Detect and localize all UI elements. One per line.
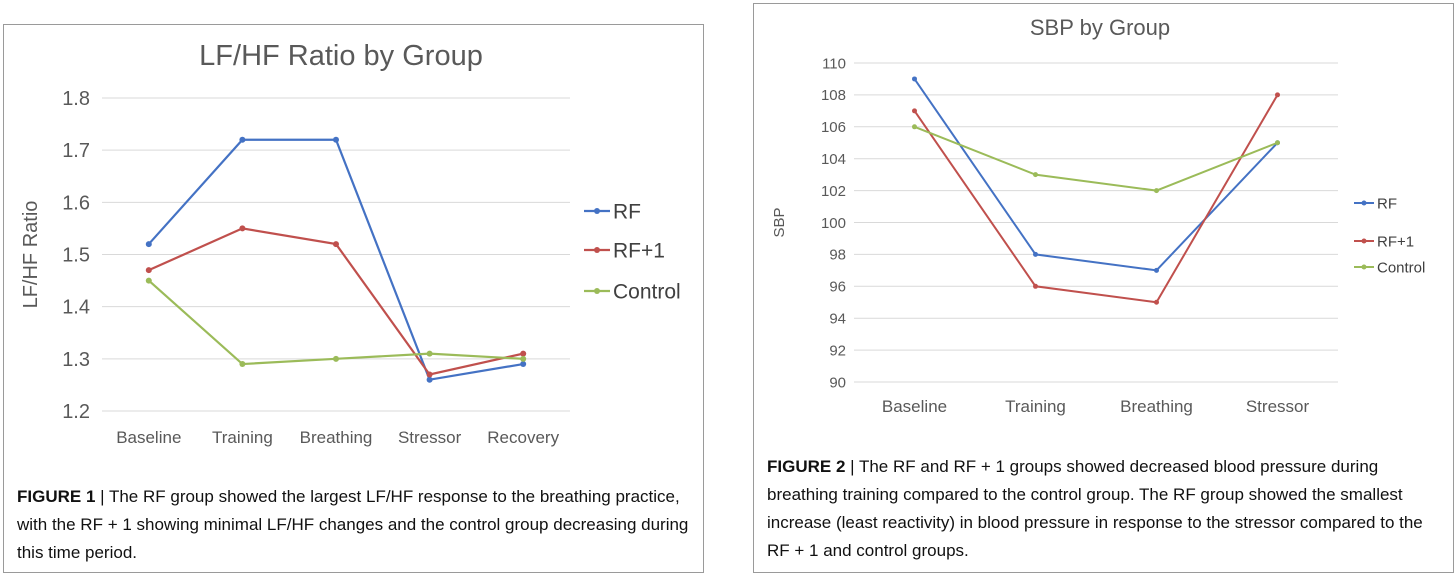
data-point bbox=[520, 350, 527, 357]
figure-2-text: | The RF and RF + 1 groups showed decrea… bbox=[767, 457, 1423, 560]
lfhf-chart: LF/HF Ratio by Group 1.2 1.3 1.4 1.5 1.6 1.7 1.… bbox=[20, 40, 681, 447]
data-point bbox=[1033, 251, 1038, 257]
data-point bbox=[145, 277, 152, 284]
series-line-control bbox=[914, 125, 1278, 192]
data-point bbox=[1154, 188, 1159, 194]
data-point bbox=[1275, 92, 1280, 98]
data-point bbox=[239, 361, 246, 368]
data-point bbox=[912, 76, 917, 82]
data-point bbox=[520, 355, 527, 362]
figure-2-label: FIGURE 2 bbox=[767, 457, 846, 476]
y-tick-label: 1.4 bbox=[62, 297, 90, 319]
x-category-label: Breathing bbox=[300, 428, 373, 447]
data-point bbox=[1154, 299, 1159, 305]
figure-1-label: FIGURE 1 bbox=[17, 487, 96, 506]
data-point bbox=[239, 225, 246, 232]
series-line-rf bbox=[147, 138, 524, 381]
data-point bbox=[912, 108, 917, 114]
data-point bbox=[912, 124, 917, 130]
legend-marker bbox=[594, 208, 600, 214]
x-category-label: Recovery bbox=[487, 428, 559, 447]
y-tick-label: 1.6 bbox=[62, 192, 90, 214]
y-tick-label: 1.8 bbox=[62, 88, 90, 110]
chart-title: LF/HF Ratio by Group bbox=[199, 40, 483, 72]
y-axis-label: LF/HF Ratio bbox=[20, 201, 42, 309]
data-point bbox=[333, 355, 339, 362]
data-point bbox=[145, 267, 152, 274]
x-category-label: Baseline bbox=[116, 428, 181, 447]
data-point bbox=[1154, 267, 1159, 273]
y-axis-label: SBP bbox=[771, 207, 788, 237]
legend-label: RF bbox=[613, 200, 641, 223]
legend-marker bbox=[594, 247, 600, 253]
data-point bbox=[1033, 172, 1038, 178]
data-point bbox=[520, 361, 527, 368]
legend-label: Control bbox=[1377, 259, 1425, 276]
data-point bbox=[426, 376, 433, 383]
y-tick-label: 108 bbox=[821, 87, 846, 104]
legend-label: Control bbox=[613, 280, 681, 303]
y-tick-label: 1.3 bbox=[62, 349, 90, 371]
data-point bbox=[426, 350, 433, 357]
figure-1-caption: FIGURE 1 | The RF group showed the large… bbox=[17, 483, 697, 567]
x-category-label: Training bbox=[212, 428, 273, 447]
legend-label: RF bbox=[1377, 195, 1397, 212]
y-tick-label: 98 bbox=[829, 247, 846, 264]
legend-marker bbox=[594, 288, 600, 294]
x-category-label: Training bbox=[1005, 397, 1066, 416]
y-tick-label: 102 bbox=[821, 183, 846, 200]
series-line-control bbox=[148, 279, 524, 366]
series-line-rf-1 bbox=[913, 94, 1279, 304]
y-tick-label: 1.2 bbox=[62, 401, 90, 423]
data-point bbox=[1275, 140, 1280, 146]
y-tick-label: 90 bbox=[829, 374, 846, 391]
x-category-label: Stressor bbox=[1246, 397, 1310, 416]
figure-2-caption: FIGURE 2 | The RF and RF + 1 groups show… bbox=[767, 453, 1447, 565]
data-point bbox=[145, 241, 152, 248]
y-tick-label: 100 bbox=[821, 215, 846, 232]
data-point bbox=[333, 241, 339, 248]
data-point bbox=[333, 136, 339, 143]
y-tick-label: 104 bbox=[821, 151, 846, 168]
y-tick-label: 92 bbox=[829, 342, 846, 359]
chart-title: SBP by Group bbox=[1030, 15, 1170, 40]
data-point bbox=[1033, 283, 1038, 289]
x-category-label: Baseline bbox=[882, 397, 947, 416]
legend-label: RF+1 bbox=[1377, 233, 1414, 250]
chart-panel-lfhf: LF/HF Ratio by Group 1.2 1.3 1.4 1.5 1.6 1.7 1.… bbox=[3, 24, 704, 573]
y-tick-label: 1.5 bbox=[62, 245, 90, 267]
data-point bbox=[239, 136, 246, 143]
y-tick-label: 106 bbox=[821, 119, 846, 136]
legend-marker bbox=[1361, 264, 1367, 270]
y-tick-label: 96 bbox=[829, 279, 846, 296]
series-line-rf bbox=[913, 78, 1279, 272]
y-tick-label: 110 bbox=[822, 55, 846, 72]
series-line-rf-1 bbox=[148, 227, 524, 376]
chart-panel-sbp: SBP by Group 90 92 94 96 98 100 102 104 106 108 110… bbox=[753, 3, 1454, 573]
data-point bbox=[426, 371, 433, 378]
legend-marker bbox=[1361, 238, 1367, 244]
y-tick-label: 1.7 bbox=[62, 140, 90, 162]
legend-marker bbox=[1361, 200, 1367, 206]
figure-1-text: | The RF group showed the largest LF/HF … bbox=[17, 487, 689, 562]
x-category-label: Breathing bbox=[1120, 397, 1193, 416]
legend-label: RF+1 bbox=[613, 239, 665, 262]
y-tick-label: 94 bbox=[829, 310, 846, 327]
x-category-label: Stressor bbox=[398, 428, 462, 447]
sbp-chart: SBP by Group 90 92 94 96 98 100 102 104 106 108 110… bbox=[771, 15, 1425, 416]
